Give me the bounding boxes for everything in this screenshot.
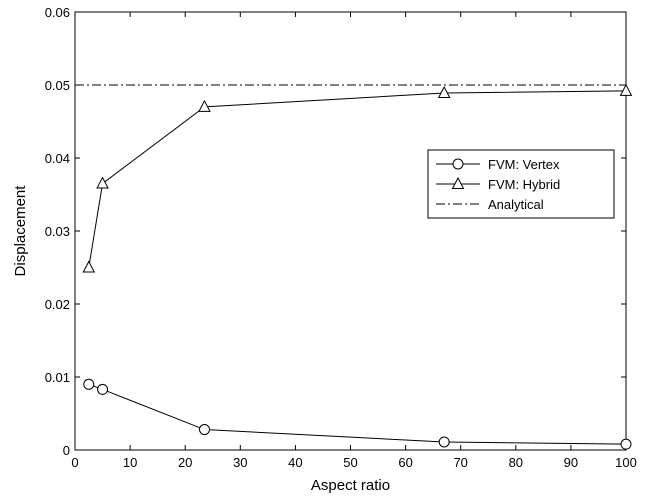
x-tick-label: 20: [178, 455, 192, 470]
y-tick-label: 0.06: [45, 5, 70, 20]
data-point: [96, 176, 109, 189]
legend-item: FVM: Vertex: [436, 157, 560, 172]
data-point: [83, 378, 95, 390]
x-tick-label: 90: [564, 455, 578, 470]
x-tick-label: 60: [398, 455, 412, 470]
x-tick-label: 70: [453, 455, 467, 470]
x-tick-label: 80: [509, 455, 523, 470]
series-fvm-hybrid: [82, 83, 633, 273]
legend-label: FVM: Vertex: [488, 157, 560, 172]
data-point: [620, 438, 632, 450]
legend-marker: [452, 158, 464, 170]
legend: FVM: Vertex FVM: Hybrid Analytical: [427, 149, 615, 219]
legend-item: Analytical: [436, 197, 544, 212]
x-tick-label: 100: [615, 455, 637, 470]
data-point: [619, 83, 633, 96]
y-axis-label: Displacement: [12, 185, 29, 277]
x-axis-label: Aspect ratio: [311, 477, 390, 494]
y-tick-label: 0.05: [45, 78, 70, 93]
data-point: [198, 99, 211, 112]
y-tick-label: 0.03: [45, 224, 70, 239]
data-point: [437, 85, 451, 99]
data-point: [82, 260, 96, 273]
x-tick-label: 30: [233, 455, 247, 470]
data-point: [97, 383, 109, 395]
series-fvm-vertex: [83, 378, 632, 450]
data-point: [438, 436, 450, 448]
x-tick-label: 0: [71, 455, 78, 470]
y-tick-label: 0.04: [45, 151, 70, 166]
x-tick-label: 40: [288, 455, 302, 470]
y-tick-label: 0.02: [45, 297, 70, 312]
y-tick-label: 0.01: [45, 370, 70, 385]
y-tick-label: 0: [63, 443, 70, 458]
legend-label: FVM: Hybrid: [488, 177, 560, 192]
x-tick-label: 50: [343, 455, 357, 470]
x-tick-label: 10: [123, 455, 137, 470]
legend-label: Analytical: [488, 197, 544, 212]
legend-item: FVM: Hybrid: [436, 176, 560, 192]
plot-area: [74, 11, 627, 451]
data-point: [198, 424, 210, 436]
legend-marker: [451, 176, 465, 189]
